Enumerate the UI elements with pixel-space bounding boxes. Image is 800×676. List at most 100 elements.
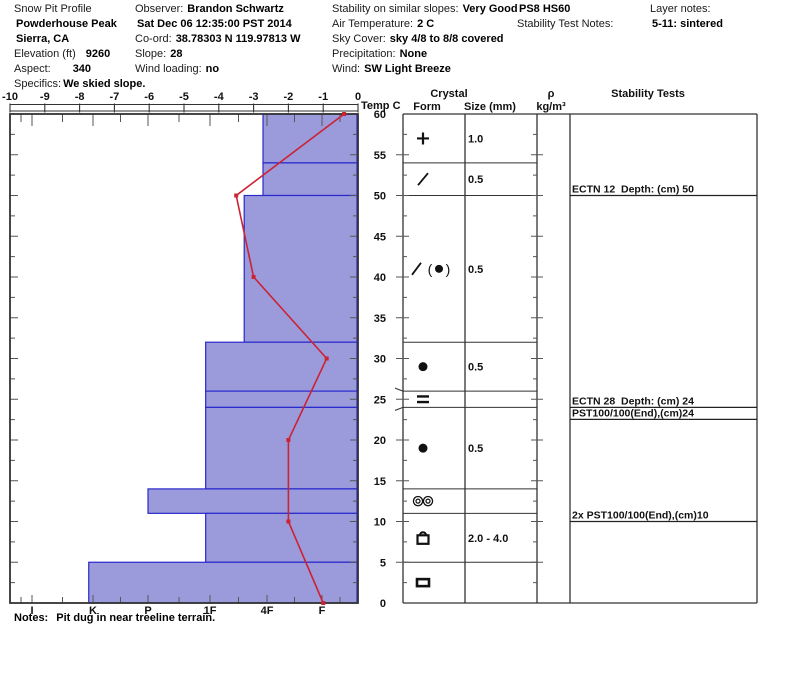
temperature-point (324, 356, 329, 361)
chart-border (9, 113, 359, 604)
decomposing-fragments-symbol (411, 262, 422, 276)
sky-cover-value: sky 4/8 to 8/8 covered (389, 33, 504, 45)
hardness-axis-label: 1F (204, 605, 217, 617)
grain-size-value: 0.5 (468, 443, 483, 455)
hardness-bar (262, 162, 358, 197)
depth-label: 0 (380, 598, 386, 610)
elevation-label: Elevation (ft) (14, 48, 76, 60)
temperature-point (342, 112, 347, 116)
depth-label: 60 (374, 109, 386, 121)
layer-notes-label: Layer notes: (650, 3, 711, 15)
depth-label: 30 (374, 354, 386, 366)
hardness-bar (205, 341, 358, 392)
observer-value: Brandon Schwartz (187, 3, 284, 15)
coord-label: Co-ord: (135, 33, 172, 45)
header-col-weather: Stability on similar slopes: Very Good Ai… (332, 2, 518, 77)
hardness-bar (205, 512, 358, 563)
temp-tick-label: -2 (284, 91, 294, 103)
faceted-crystal-symbol (416, 534, 430, 545)
hardness-axis-label: F (319, 605, 326, 617)
temp-axis-title: Temp C (361, 100, 401, 112)
notes-text: Pit dug in near treeline terrain. (56, 612, 216, 624)
stability-test-label: ECTN 28 Depth: (cm) 24 (572, 395, 694, 407)
aspect-value: 340 (72, 63, 92, 75)
air-temp-value: 2 C (417, 18, 435, 30)
paren-close: ) (446, 261, 451, 277)
wind-value: SW Light Breeze (364, 63, 451, 75)
depth-label: 15 (374, 476, 386, 488)
depth-label: 5 (380, 557, 386, 569)
temp-tick-label: -6 (144, 91, 154, 103)
precip-label: Precipitation: (332, 48, 396, 60)
size-header: Size (mm) (464, 101, 516, 113)
stability-slopes-label: Stability on similar slopes: (332, 3, 459, 15)
wind-loading-value: no (205, 63, 220, 75)
header-col-site: Snow Pit Profile Powderhouse Peak Sierra… (14, 2, 145, 92)
new-snow-symbol (417, 132, 429, 145)
hardness-bar (205, 390, 358, 409)
elevation-value: 9260 (85, 48, 111, 60)
slope-value: 28 (170, 48, 183, 60)
sky-cover-label: Sky Cover: (332, 33, 386, 45)
temperature-point (234, 193, 239, 198)
stability-test-label: ECTN 12 Depth: (cm) 50 (572, 184, 694, 196)
pit-notes: Notes: Pit dug in near treeline terrain. (14, 612, 215, 624)
faceted-crystal-symbol (418, 531, 428, 536)
melt-freeze-cluster-symbol (412, 495, 424, 507)
slope-label: Slope: (135, 48, 167, 60)
grain-size-value: 0.5 (468, 362, 483, 374)
observer-label: Observer: (135, 3, 184, 15)
temperature-point (251, 275, 256, 279)
depth-label: 40 (374, 272, 386, 284)
depth-label: 20 (374, 435, 386, 447)
grain-size-value: 0.5 (468, 174, 483, 186)
page-title: Snow Pit Profile (14, 3, 92, 15)
hardness-bar (147, 488, 358, 514)
temp-tick-label: 0 (355, 91, 361, 103)
stability-tests-header: Stability Tests (611, 88, 685, 100)
hardness-axis-label: I (30, 605, 33, 617)
hardness-bar (262, 113, 358, 164)
stability-test-label: PST100/100(End),(cm)24 (572, 407, 694, 419)
melt-freeze-cluster-symbol (425, 498, 431, 504)
temp-tick-label: -8 (75, 91, 85, 103)
temp-tick-label: -10 (2, 91, 18, 103)
hardness-axis-label: K (89, 605, 97, 617)
pit-code: PS8 HS60 (519, 3, 571, 15)
rounded-grains-symbol (435, 264, 443, 273)
stability-slopes-value: Very Good (462, 3, 518, 15)
density-header: ρ (548, 88, 555, 100)
melt-freeze-cluster-symbol (422, 495, 434, 507)
specifics-value: We skied slope. (63, 78, 146, 90)
depth-label: 50 (374, 191, 386, 203)
hardness-bar (243, 194, 358, 343)
layer-notes-value: 5-11: sintered (652, 18, 723, 30)
header-col-layer-notes: Layer notes: 5-11: sintered (650, 2, 723, 32)
hardness-bar (205, 406, 358, 490)
depth-label: 10 (374, 517, 386, 529)
ice-layer-symbol (417, 395, 429, 398)
datetime-value: Sat Dec 06 12:35:00 PST 2014 (137, 18, 292, 30)
ice-layer-symbol (417, 400, 429, 404)
air-temp-label: Air Temperature: (332, 18, 414, 30)
temperature-point (286, 438, 291, 442)
thin-layer-connector (394, 387, 404, 392)
notes-label: Notes: (14, 612, 49, 624)
crystal-header: Crystal (430, 88, 467, 100)
ice-formation-symbol (415, 577, 431, 588)
hardness-axis-label: 4F (261, 605, 274, 617)
header-col-observation: Observer: Brandon Schwartz Sat Dec 06 12:… (135, 2, 300, 77)
depth-label: 25 (374, 394, 386, 406)
precip-value: None (399, 48, 428, 60)
aspect-label: Aspect: (14, 63, 51, 75)
location-name: Powderhouse Peak (16, 18, 117, 30)
region-name: Sierra, CA (16, 33, 70, 45)
grain-size-value: 0.5 (468, 264, 483, 276)
temp-tick-label: -5 (179, 91, 189, 103)
depth-label: 55 (374, 150, 386, 162)
paren-open: ( (428, 261, 433, 277)
decomposing-fragments-symbol (417, 172, 429, 186)
temperature-point (321, 601, 326, 605)
